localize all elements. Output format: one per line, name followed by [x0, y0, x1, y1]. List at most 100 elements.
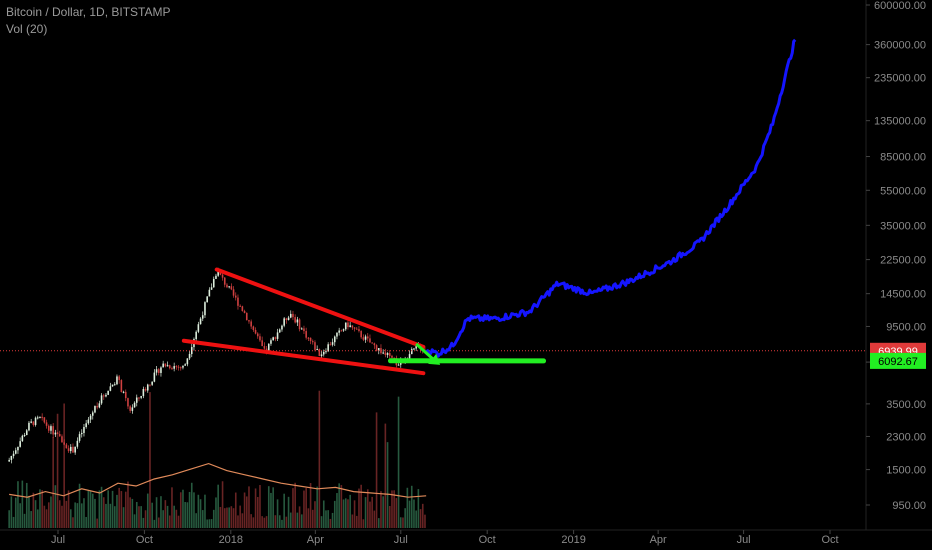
volume-bar: [239, 505, 241, 528]
candle-body: [265, 348, 268, 351]
candle-body: [380, 348, 382, 354]
candle-body: [355, 328, 358, 330]
volume-bar: [382, 496, 384, 528]
volume-bar: [347, 499, 349, 528]
candle-body: [116, 376, 118, 385]
candle-body: [221, 274, 224, 278]
candle-body: [347, 322, 349, 328]
candle-body: [252, 326, 255, 330]
projection-line: [425, 38, 797, 358]
volume-bar: [120, 491, 123, 528]
candle-body: [331, 342, 334, 345]
volume-bar: [265, 516, 268, 528]
volume-bar: [296, 512, 299, 528]
candle-body: [353, 327, 356, 329]
volume-bar: [232, 508, 235, 528]
candle-body: [157, 369, 160, 373]
candle-body: [270, 340, 272, 344]
candle-body: [327, 344, 329, 352]
volume-bar: [360, 484, 362, 528]
candle-body: [338, 330, 340, 333]
candle-body: [91, 412, 94, 416]
volume-bar: [355, 515, 358, 528]
volume-bar: [404, 508, 406, 528]
volume-bar: [206, 519, 208, 528]
candle-body: [351, 325, 354, 328]
x-tick-label: Oct: [821, 534, 838, 546]
volume-bar: [311, 509, 314, 528]
volume-bar: [76, 503, 79, 528]
volume-bar: [30, 511, 32, 528]
volume-bar: [14, 497, 17, 528]
candle-body: [375, 345, 378, 351]
candle-body: [199, 318, 202, 325]
candle-body: [364, 336, 367, 340]
volume-bar: [322, 500, 325, 528]
volume-bar: [278, 515, 281, 528]
volume-bar: [300, 514, 303, 528]
candle-body: [135, 397, 138, 403]
candle-body: [105, 394, 107, 397]
candle-body: [219, 271, 222, 275]
volume-bar: [155, 497, 158, 528]
volume-bar: [146, 493, 149, 528]
volume-bar: [52, 437, 54, 528]
volume-bar: [65, 500, 68, 528]
volume-bar: [45, 509, 48, 528]
y-tick-label: 3500.00: [886, 399, 926, 411]
candle-body: [131, 407, 134, 411]
volume-bar: [362, 519, 365, 528]
candle-body: [226, 284, 228, 288]
candle-body: [215, 275, 217, 279]
y-tick-label: 235000.00: [874, 73, 926, 85]
volume-bar: [83, 498, 85, 528]
candle-body: [254, 329, 257, 334]
volume-bar: [157, 517, 160, 528]
candle-body: [274, 337, 277, 339]
y-tick-label: 1500.00: [886, 465, 926, 477]
candle-body: [197, 324, 200, 332]
volume-bar: [417, 489, 420, 528]
candle-body: [36, 417, 39, 419]
volume-bar: [305, 488, 307, 528]
candle-body: [342, 329, 345, 331]
candle-body: [155, 369, 158, 373]
candle-body: [230, 286, 233, 290]
volume-bar: [329, 518, 332, 528]
candle-body: [316, 349, 318, 351]
candle-body: [373, 343, 376, 346]
volume-bar: [388, 505, 391, 528]
volume-bar: [17, 481, 19, 528]
volume-bar: [399, 517, 402, 528]
candle-body: [195, 331, 197, 340]
volume-bar: [127, 481, 129, 528]
candle-body: [333, 336, 336, 343]
volume-bar: [142, 517, 145, 528]
candle-body: [314, 342, 316, 350]
support-price-tag: [870, 352, 926, 369]
volume-bar: [162, 510, 164, 528]
volume-bar: [122, 507, 125, 528]
volume-bar: [72, 517, 74, 528]
candle-body: [296, 319, 299, 323]
candle-body: [41, 416, 43, 418]
candle-body: [237, 297, 239, 306]
volume-bar: [366, 489, 369, 528]
volume-bar: [175, 509, 178, 528]
volume-bar: [195, 513, 197, 528]
volume-bar: [230, 506, 233, 528]
volume-bar: [208, 519, 211, 528]
volume-bar: [272, 487, 274, 528]
volume-bar: [151, 502, 153, 528]
volume-bar: [314, 501, 316, 528]
volume-bar: [309, 483, 312, 528]
candle-body: [360, 331, 362, 338]
volume-bar: [109, 503, 112, 528]
candle-body: [39, 416, 41, 418]
candle-body: [122, 391, 125, 393]
volume-bar: [177, 515, 180, 528]
candle-body: [303, 328, 305, 332]
candle-body: [111, 384, 114, 387]
